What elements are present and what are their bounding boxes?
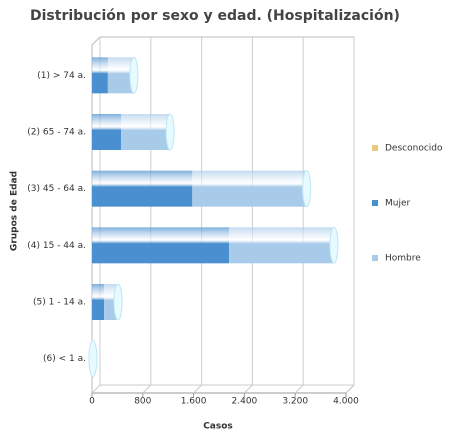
legend-label: Mujer [385, 199, 411, 209]
grid-line [142, 37, 152, 394]
legend-swatch [372, 255, 378, 261]
x-tick-label: 2.400 [232, 397, 258, 407]
bar-cap [88, 340, 98, 378]
x-tick-label: 0 [89, 397, 95, 407]
y-tick-label: (5) 1 - 14 a. [33, 298, 86, 308]
grid-line [294, 37, 304, 394]
bar-cap [302, 170, 312, 208]
x-tick-label: 800 [134, 397, 151, 407]
bar-segment [92, 284, 105, 320]
y-tick-label: (6) < 1 a. [43, 354, 86, 364]
x-tick-label: 3.200 [282, 397, 308, 407]
y-tick-label: (4) 15 - 44 a. [27, 241, 86, 251]
bar-cap [129, 56, 139, 94]
bar-cap [165, 113, 175, 151]
y-tick-label: (1) > 74 a. [37, 71, 86, 81]
bar-segment [92, 57, 108, 94]
bar-segment [92, 227, 230, 264]
y-tick-label: (2) 65 - 74 a. [27, 128, 86, 138]
grid-line [193, 37, 203, 394]
legend-swatch [372, 145, 378, 151]
bar-segment [229, 227, 334, 264]
grid-line [91, 37, 101, 394]
y-axis-title: Grupos de Edad [10, 171, 20, 251]
x-tick-label: 1.600 [181, 397, 207, 407]
y-tick-label: (3) 45 - 64 a. [27, 184, 86, 194]
legend-label: Hombre [385, 254, 421, 264]
grid-line [244, 37, 253, 394]
x-axis-title: Casos [203, 422, 233, 432]
bar-segment [121, 114, 171, 150]
bar-segment [92, 114, 122, 150]
bar-segment [192, 170, 307, 207]
legend-swatch [372, 200, 378, 206]
x-tick-label: 4.000 [333, 397, 359, 407]
grid-line [345, 37, 355, 394]
chart-title: Distribución por sexo y edad. (Hospitali… [30, 8, 400, 24]
bar-cap [113, 283, 123, 321]
bar-segment [92, 170, 193, 207]
bar-cap [329, 226, 339, 264]
legend-label: Desconocido [385, 144, 443, 154]
